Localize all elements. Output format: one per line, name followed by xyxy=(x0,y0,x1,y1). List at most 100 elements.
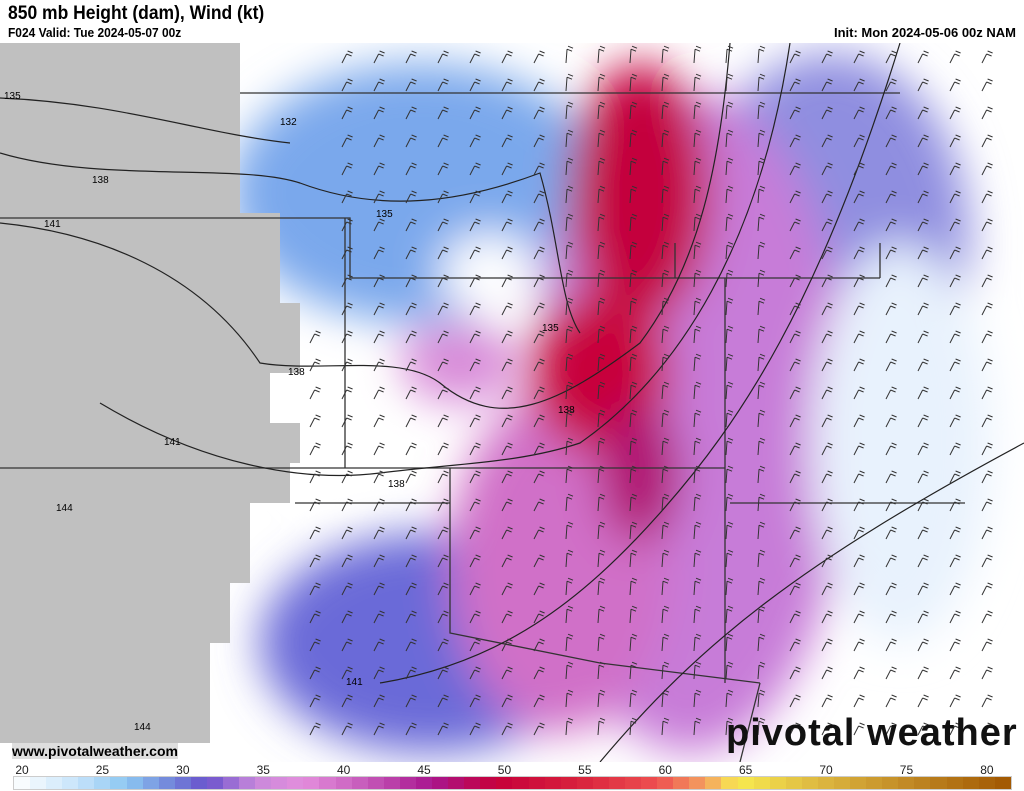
contour-label: 144 xyxy=(56,503,73,514)
wind-barb xyxy=(405,246,417,260)
wind-barb xyxy=(917,358,929,372)
wind-barb xyxy=(789,218,801,232)
wind-barb xyxy=(629,157,638,176)
wind-barb xyxy=(373,78,385,92)
wind-barb xyxy=(405,358,417,372)
wind-barb xyxy=(373,582,385,596)
wind-barb xyxy=(789,498,801,512)
wind-barb xyxy=(405,330,417,344)
wind-barb xyxy=(981,134,993,148)
wind-barb xyxy=(853,666,865,680)
wind-barb xyxy=(757,241,766,260)
wind-barb xyxy=(981,274,993,288)
wind-barb xyxy=(949,246,961,260)
wind-barb xyxy=(917,274,929,288)
wind-barb xyxy=(693,325,702,344)
wind-barb xyxy=(373,246,385,260)
wind-barb xyxy=(501,190,513,204)
wind-barb xyxy=(405,498,417,512)
wind-barb xyxy=(981,470,993,484)
wind-barb xyxy=(437,722,449,736)
wind-barb xyxy=(533,554,545,568)
colorbar-tick: 50 xyxy=(497,763,512,777)
wind-barb xyxy=(757,689,766,708)
wind-barb xyxy=(469,50,481,64)
wind-barb xyxy=(501,162,513,176)
wind-barb xyxy=(853,442,865,456)
wind-barb xyxy=(597,689,606,708)
wind-barb xyxy=(309,414,321,428)
wind-barb xyxy=(661,493,670,512)
wind-barb xyxy=(821,78,833,92)
wind-barb xyxy=(757,717,766,736)
wind-barb xyxy=(981,610,993,624)
colorbar-swatch xyxy=(850,777,867,789)
colorbar-swatch xyxy=(206,777,224,789)
wind-barb xyxy=(757,605,766,624)
wind-barb xyxy=(661,717,670,736)
wind-barb xyxy=(917,106,929,120)
wind-barb xyxy=(725,73,734,92)
wind-barb xyxy=(853,330,865,344)
wind-barb xyxy=(341,330,353,344)
wind-barb xyxy=(661,661,670,680)
wind-barb xyxy=(405,442,417,456)
wind-barb xyxy=(661,185,670,204)
wind-barb xyxy=(309,582,321,596)
wind-barb xyxy=(693,129,702,148)
colorbar-swatch xyxy=(496,777,513,789)
colorbar-swatch xyxy=(737,777,754,789)
wind-barb xyxy=(757,185,766,204)
wind-barb xyxy=(565,269,574,288)
wind-barb xyxy=(789,610,801,624)
wind-barb xyxy=(725,157,734,176)
wind-barb xyxy=(597,101,606,120)
wind-barb xyxy=(405,386,417,400)
wind-barb xyxy=(821,442,833,456)
wind-barb xyxy=(885,386,897,400)
wind-barb xyxy=(373,330,385,344)
wind-barb xyxy=(469,498,481,512)
wind-barb xyxy=(629,549,638,568)
wind-barb xyxy=(981,106,993,120)
wind-barb xyxy=(917,218,929,232)
contour-label: 141 xyxy=(346,677,363,688)
wind-barb xyxy=(757,213,766,232)
wind-barb xyxy=(821,666,833,680)
colorbar-swatch xyxy=(882,777,899,789)
wind-barb xyxy=(437,414,449,428)
wind-barb xyxy=(373,722,385,736)
wind-barb xyxy=(373,358,385,372)
colorbar-tick: 20 xyxy=(15,763,29,777)
wind-barb xyxy=(661,297,670,316)
wind-barb xyxy=(949,162,961,176)
wind-barb xyxy=(949,610,961,624)
colorbar-swatch xyxy=(30,777,47,789)
wind-barb xyxy=(661,549,670,568)
wind-barb xyxy=(437,358,449,372)
wind-barb xyxy=(629,297,638,316)
wind-barb xyxy=(405,134,417,148)
wind-barb xyxy=(501,442,513,456)
wind-barb xyxy=(885,414,897,428)
wind-barb xyxy=(405,554,417,568)
wind-barb xyxy=(917,190,929,204)
wind-barb xyxy=(501,666,513,680)
wind-barb xyxy=(757,73,766,92)
wind-barb xyxy=(981,526,993,540)
colorbar-swatch xyxy=(866,777,883,789)
wind-barb xyxy=(981,694,993,708)
colorbar-swatch xyxy=(62,777,79,789)
colorbar-swatch xyxy=(94,777,111,789)
wind-barb xyxy=(949,274,961,288)
wind-barb xyxy=(405,414,417,428)
wind-barb xyxy=(853,526,865,540)
wind-barb xyxy=(405,638,417,652)
wind-barb xyxy=(501,274,513,288)
wind-barb xyxy=(501,386,513,400)
wind-barb xyxy=(501,610,513,624)
wind-barb xyxy=(821,386,833,400)
contour-label: 138 xyxy=(388,479,405,490)
wind-barb xyxy=(853,694,865,708)
wind-barb xyxy=(821,582,833,596)
